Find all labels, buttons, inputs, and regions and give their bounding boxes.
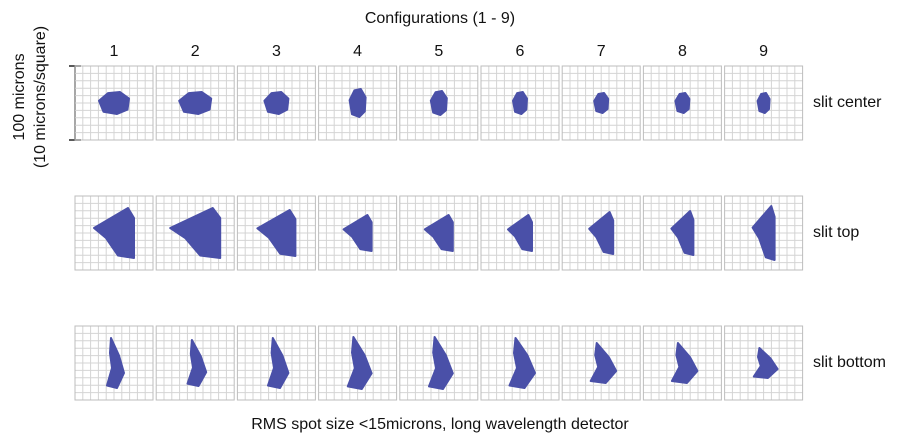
spot-diagram	[752, 347, 779, 379]
column-label: 4	[353, 43, 362, 60]
spot-frame	[236, 325, 316, 401]
spot-frame	[155, 65, 235, 141]
spot-diagram	[256, 209, 297, 257]
spot-diagram	[674, 92, 691, 114]
spot-diagram	[346, 336, 373, 390]
spot-frame	[561, 325, 641, 401]
spot-diagram	[267, 337, 290, 389]
y-label: 100 microns	[11, 53, 28, 140]
spot-diagram	[186, 339, 208, 387]
column-label: 7	[597, 43, 606, 60]
spot-diagram	[751, 205, 776, 261]
spot-diagram	[93, 207, 135, 259]
spot-frame	[318, 65, 398, 141]
column-label: 9	[759, 43, 768, 60]
spot-diagram	[507, 214, 533, 252]
spot-diagram	[169, 207, 222, 259]
spot-frame	[74, 195, 154, 271]
column-label: 5	[434, 43, 443, 60]
spot-frame	[480, 195, 560, 271]
spot-diagram	[263, 91, 290, 115]
spot-frame	[155, 195, 235, 271]
spot-frame	[480, 65, 560, 141]
spot-diagram	[98, 91, 130, 115]
spot-diagram	[670, 342, 699, 384]
spot-diagram	[342, 214, 373, 252]
spot-diagram	[588, 211, 615, 255]
spot-frame	[724, 65, 804, 141]
spot-diagram	[429, 90, 448, 116]
spot-frame	[399, 325, 479, 401]
y-label: (10 microns/square)	[32, 26, 49, 168]
column-label: 6	[516, 43, 525, 60]
spot-diagram	[589, 342, 618, 384]
spot-diagram	[178, 91, 213, 115]
spot-frame	[155, 325, 235, 401]
spot-diagram	[756, 92, 771, 114]
spot-frame	[724, 195, 804, 271]
spot-diagram	[106, 337, 125, 389]
column-label: 1	[110, 43, 119, 60]
spot-diagram	[670, 210, 695, 256]
spot-frame	[480, 325, 560, 401]
spot-frame	[642, 325, 722, 401]
spot-frame	[318, 325, 398, 401]
row-label: slit bottom	[813, 354, 886, 371]
spot-diagram	[348, 88, 367, 118]
spot-frame	[561, 195, 641, 271]
column-label: 8	[678, 43, 687, 60]
spot-diagram	[593, 92, 610, 114]
spot-diagram	[428, 336, 454, 390]
column-label: 3	[272, 43, 281, 60]
spot-frame	[236, 195, 316, 271]
spot-frame	[724, 325, 804, 401]
spot-diagram	[512, 91, 528, 115]
figure-title: Configurations (1 - 9)	[365, 10, 515, 27]
row-label: slit center	[813, 94, 882, 111]
spot-diagram	[508, 337, 536, 389]
spot-frame	[399, 65, 479, 141]
row-label: slit top	[813, 224, 859, 241]
spot-diagram	[423, 214, 454, 252]
spot-frame	[318, 195, 398, 271]
spot-frame	[236, 65, 316, 141]
spot-frame	[561, 65, 641, 141]
column-label: 2	[191, 43, 200, 60]
spot-frame	[74, 325, 154, 401]
spot-frame	[74, 65, 154, 141]
spot-frame	[642, 195, 722, 271]
spot-frame	[399, 195, 479, 271]
spot-frame	[642, 65, 722, 141]
caption: RMS spot size <15microns, long wavelengt…	[251, 416, 629, 433]
